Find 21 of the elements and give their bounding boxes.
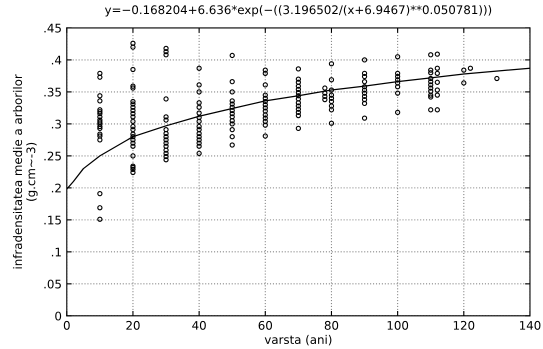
x-tick-label: 0	[64, 320, 70, 330]
x-tick-label: 20	[126, 320, 140, 330]
y-tick-label: .4	[52, 56, 62, 64]
y-tick-label: .15	[44, 216, 61, 225]
y-tick-label: .25	[44, 152, 61, 161]
chart-title: y=−0.168204+6.636*exp(−((3.196502/(x+6.9467)**0.050781)))	[104, 5, 492, 16]
x-tick-label: 40	[192, 320, 206, 330]
y-tick-label: .1	[52, 248, 61, 256]
y-tick-label: 0	[55, 312, 62, 320]
x-axis-title: varsta (ani)	[264, 334, 332, 346]
y-tick-label: .45	[44, 24, 61, 33]
x-tick-label: 80	[324, 320, 338, 330]
x-tick-label: 120	[454, 320, 474, 330]
y-tick-label: .35	[44, 88, 61, 97]
x-tick-label: 100	[388, 320, 408, 330]
y-tick-label: .3	[52, 120, 61, 129]
x-tick-label: 60	[258, 320, 272, 330]
y-tick-label: .05	[44, 280, 61, 289]
x-tick-label: 140	[520, 320, 540, 330]
y-axis-title: infradensitatea medie a arborilor (g.cm~-3)	[12, 74, 38, 268]
y-tick-label: .2	[52, 184, 61, 192]
